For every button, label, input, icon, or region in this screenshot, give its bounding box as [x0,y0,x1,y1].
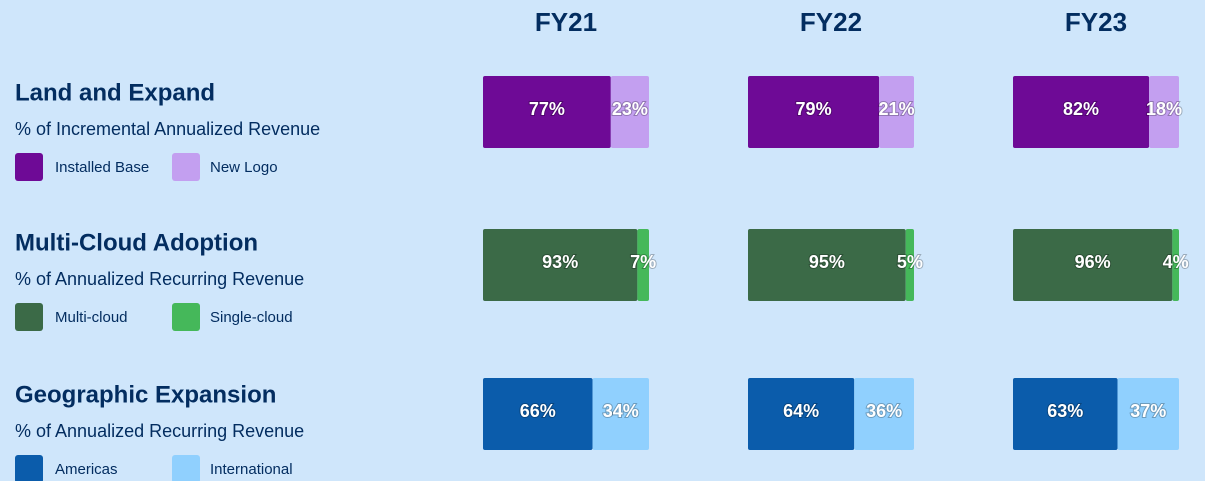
bar-segment [748,378,855,450]
legend-swatch [15,455,43,481]
legend-label: Multi-cloud [55,309,128,326]
legend-label: International [210,461,293,478]
column-header: FY22 [800,7,862,37]
column-header: FY21 [535,7,597,37]
bar-value-label: 7% [630,252,656,272]
bar-segment [1149,76,1179,148]
bar-segment [1013,229,1173,301]
bar-value-label: 93% [542,252,578,272]
bar-value-label: 36% [866,401,902,421]
column-header: FY23 [1065,7,1127,37]
bar-segment [483,229,638,301]
bar-value-label: 96% [1075,252,1111,272]
bar-segment [592,378,649,450]
legend-label: Installed Base [55,159,149,176]
section-title: Geographic Expansion [15,381,276,408]
bar-segment [610,76,649,148]
legend-swatch [172,303,200,331]
bar-value-label: 23% [612,99,648,119]
bar-segment [1117,378,1179,450]
bar-value-label: 64% [783,401,819,421]
section-subtitle: % of Annualized Recurring Revenue [15,421,304,441]
legend-label: Single-cloud [210,309,293,326]
bar-value-label: 5% [897,252,923,272]
legend-swatch [172,153,200,181]
legend-swatch [172,455,200,481]
bar-segment [854,378,914,450]
bar-value-label: 4% [1163,252,1189,272]
bar-segment [1013,76,1150,148]
bar-value-label: 66% [520,401,556,421]
bar-value-label: 63% [1047,401,1083,421]
bar-segment [483,378,593,450]
bar-value-label: 95% [809,252,845,272]
section-title: Multi-Cloud Adoption [15,229,258,256]
section-title: Land and Expand [15,79,215,106]
legend-swatch [15,153,43,181]
bar-segment [483,76,611,148]
bar-segment [637,229,649,301]
bar-value-label: 18% [1146,99,1182,119]
legend-label: Americas [55,461,118,478]
bar-segment [1172,229,1179,301]
legend-swatch [15,303,43,331]
bar-segment [879,76,914,148]
bar-value-label: 82% [1063,99,1099,119]
section-subtitle: % of Annualized Recurring Revenue [15,269,304,289]
bar-value-label: 79% [796,99,832,119]
bar-value-label: 37% [1130,401,1166,421]
bar-value-label: 77% [529,99,565,119]
bar-segment [748,76,880,148]
bar-value-label: 34% [603,401,639,421]
bar-segment [748,229,906,301]
bar-segment [905,229,914,301]
bar-segment [1013,378,1118,450]
legend-label: New Logo [210,159,278,176]
bar-value-label: 21% [879,99,915,119]
section-subtitle: % of Incremental Annualized Revenue [15,119,320,139]
